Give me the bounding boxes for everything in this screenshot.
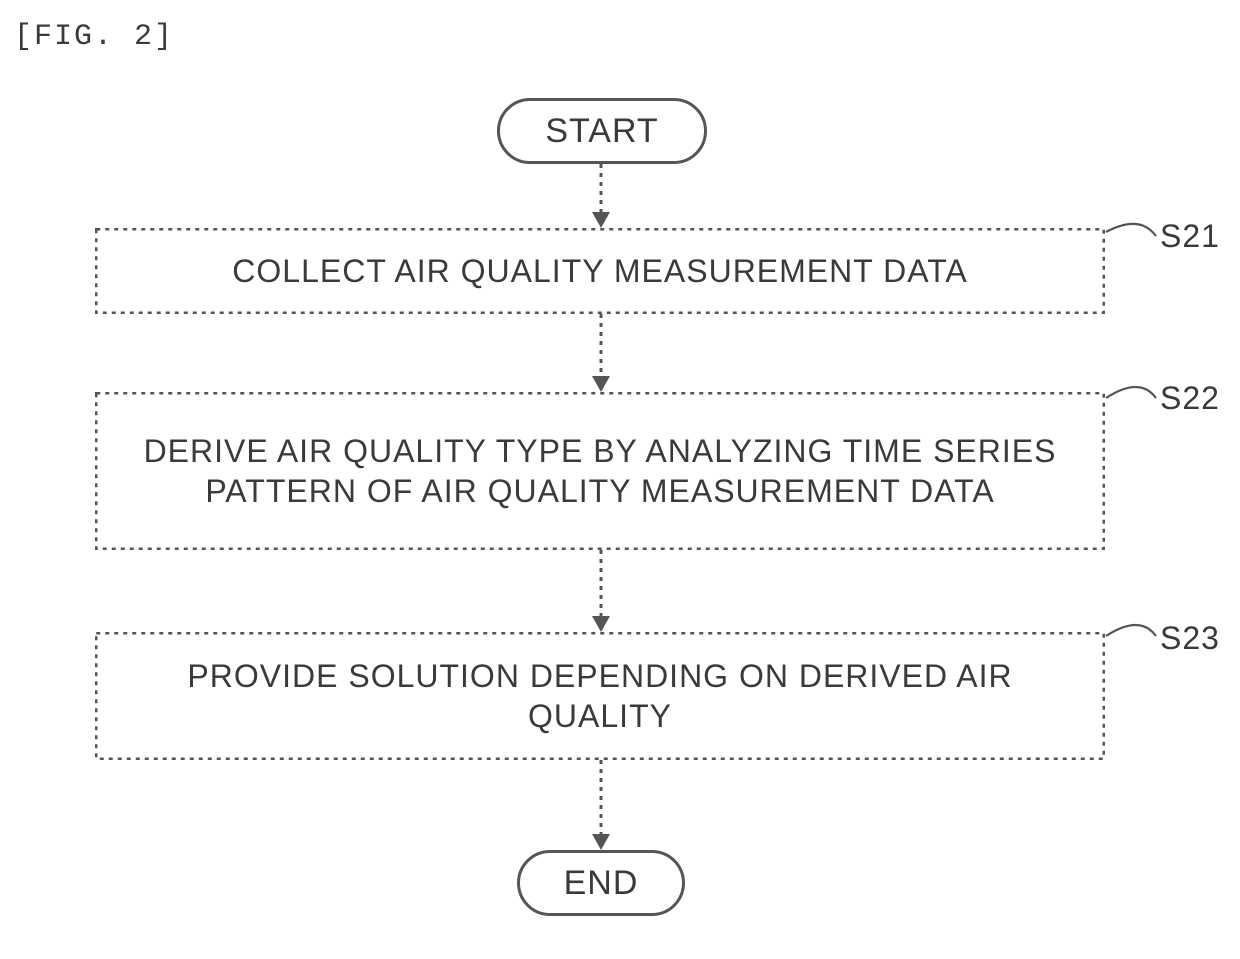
terminator-start: START bbox=[497, 98, 707, 164]
process-s21: COLLECT AIR QUALITY MEASUREMENT DATA bbox=[95, 228, 1105, 314]
step-label-s23: S23 bbox=[1160, 620, 1220, 657]
process-s23-text: PROVIDE SOLUTION DEPENDING ON DERIVED AI… bbox=[95, 646, 1105, 746]
process-s23: PROVIDE SOLUTION DEPENDING ON DERIVED AI… bbox=[95, 632, 1105, 760]
terminator-end-text: END bbox=[564, 864, 639, 903]
arrow-s22-s23 bbox=[592, 550, 610, 632]
terminator-end: END bbox=[517, 850, 685, 916]
leader-s21 bbox=[1106, 224, 1156, 236]
process-s22-text: DERIVE AIR QUALITY TYPE BY ANALYZING TIM… bbox=[95, 421, 1105, 521]
step-label-s22: S22 bbox=[1160, 380, 1220, 417]
arrow-s21-s22 bbox=[592, 314, 610, 392]
terminator-start-text: START bbox=[545, 112, 658, 151]
flowchart-canvas: [FIG. 2] START COLLECT AIR QUALITY MEASU… bbox=[0, 0, 1240, 959]
process-s22: DERIVE AIR QUALITY TYPE BY ANALYZING TIM… bbox=[95, 392, 1105, 550]
figure-label: [FIG. 2] bbox=[14, 20, 174, 54]
leader-s22 bbox=[1106, 387, 1156, 398]
arrow-s23-end bbox=[592, 760, 610, 850]
leader-s23 bbox=[1106, 625, 1156, 636]
process-s21-text: COLLECT AIR QUALITY MEASUREMENT DATA bbox=[212, 241, 987, 301]
arrow-start-s21 bbox=[592, 164, 610, 228]
step-label-s21: S21 bbox=[1160, 218, 1220, 255]
